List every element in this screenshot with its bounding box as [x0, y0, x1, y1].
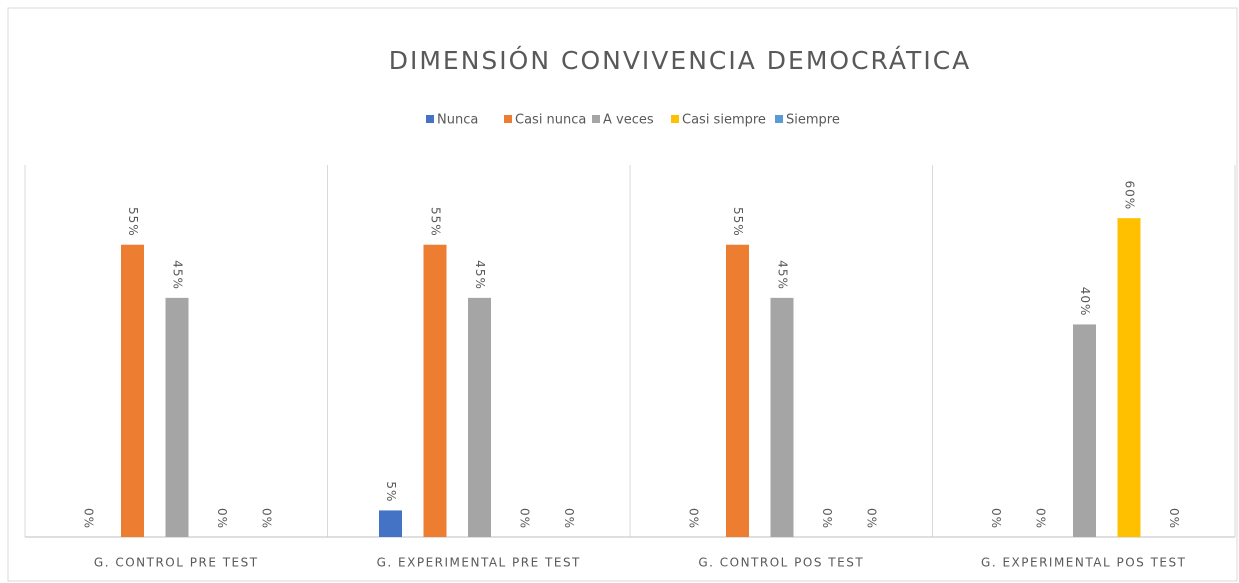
bar — [1117, 218, 1141, 537]
chart-border — [7, 7, 1238, 582]
bar — [726, 244, 749, 537]
bar — [468, 297, 491, 537]
bar — [1073, 324, 1096, 537]
x-tick-label: G. EXPERIMENTAL PRE TEST — [377, 556, 581, 570]
data-label: 40% — [1078, 287, 1092, 317]
legend-swatch — [775, 115, 783, 123]
data-label: 45% — [171, 260, 185, 290]
legend-label: Casi siempre — [682, 113, 766, 128]
data-label: 0% — [82, 508, 96, 529]
data-label: 0% — [562, 508, 576, 529]
data-label: 45% — [776, 260, 790, 290]
x-tick-label: G. CONTROL PRE TEST — [94, 556, 259, 570]
bar — [121, 244, 144, 537]
data-label: 0% — [1167, 508, 1181, 529]
data-label: 0% — [215, 508, 229, 529]
data-label: 60% — [1123, 180, 1137, 210]
data-label: 55% — [429, 207, 443, 237]
data-label: 0% — [518, 508, 532, 529]
data-label: 5% — [384, 481, 398, 502]
data-label: 0% — [1034, 508, 1048, 529]
bar — [770, 297, 794, 537]
data-label: 0% — [260, 508, 274, 529]
bar — [165, 297, 189, 537]
legend-swatch — [592, 115, 600, 123]
data-label: 0% — [989, 508, 1003, 529]
data-label: 0% — [687, 508, 701, 529]
data-label: 55% — [126, 207, 140, 237]
legend-swatch — [671, 115, 679, 123]
bar — [423, 244, 447, 537]
bar — [379, 510, 402, 537]
legend-label: Siempre — [786, 113, 840, 128]
data-label: 55% — [731, 207, 745, 237]
data-label: 45% — [473, 260, 487, 290]
legend-label: A veces — [603, 113, 654, 128]
legend-swatch — [504, 115, 512, 123]
data-label: 0% — [820, 508, 834, 529]
chart-title: DIMENSIÓN CONVIVENCIA DEMOCRÁTICA — [389, 45, 972, 75]
legend-swatch — [426, 115, 434, 123]
data-label: 0% — [865, 508, 879, 529]
legend-label: Casi nunca — [515, 113, 586, 128]
x-tick-label: G. EXPERIMENTAL POS TEST — [981, 556, 1186, 570]
legend-label: Nunca — [437, 113, 478, 128]
x-tick-label: G. CONTROL POS TEST — [698, 556, 864, 570]
